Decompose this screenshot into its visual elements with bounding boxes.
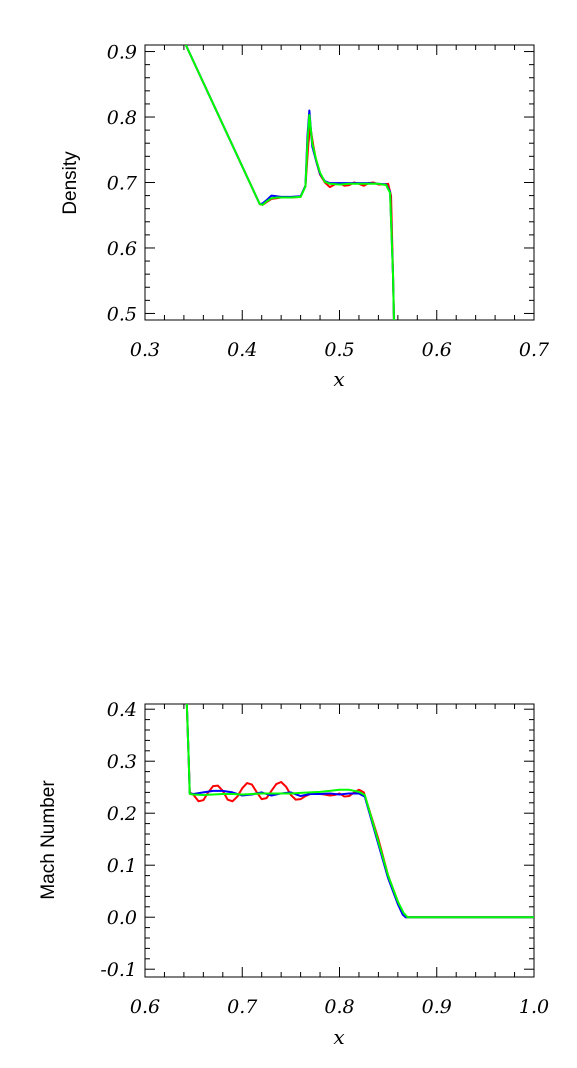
density-x-tick-label: 0.5 — [324, 339, 354, 361]
density-x-tick-label: 0.7 — [519, 339, 550, 361]
mach-series-blue-line — [185, 704, 534, 919]
density-x-tick-label: 0.6 — [422, 339, 452, 361]
mach-plot-frame — [144, 703, 535, 978]
mach-x-axis-title: x — [333, 1025, 344, 1049]
mach-series-group — [185, 704, 534, 919]
density-y-tick-label: 0.6 — [107, 238, 137, 260]
mach-series-green-line — [185, 704, 534, 919]
density-y-tick-label: 0.7 — [107, 173, 138, 195]
mach-x-tick-label: 0.7 — [227, 996, 258, 1018]
mach-y-tick-label: 0.4 — [107, 699, 137, 721]
mach-y-tick-label: -0.1 — [100, 959, 137, 981]
mach-x-tick-label: 0.9 — [422, 996, 452, 1018]
density-series-green-line — [184, 45, 395, 320]
density-series-group — [184, 45, 395, 320]
mach-y-tick-label: 0.1 — [107, 855, 137, 877]
density-y-axis-title: Density — [60, 151, 81, 215]
density-x-axis-title: x — [333, 367, 344, 391]
mach-x-tick-label: 1.0 — [519, 996, 549, 1018]
density-x-tick-label: 0.4 — [227, 339, 257, 361]
density-y-tick-label: 0.9 — [107, 42, 137, 64]
mach-y-tick-label: 0.3 — [107, 751, 137, 773]
mach-x-tick-label: 0.8 — [324, 996, 354, 1018]
mach-y-tick-label: 0.2 — [107, 803, 137, 825]
mach-y-tick-label: 0.0 — [107, 907, 137, 929]
density-y-tick-label: 0.5 — [107, 303, 137, 325]
mach-y-axis-title: Mach Number — [38, 780, 59, 900]
mach-number-chart: Mach Number x 0.6 0.7 0.8 0.9 1.0 -0.1 0.0 0.1 0… — [38, 699, 549, 1049]
density-x-tick-label: 0.3 — [130, 339, 160, 361]
density-chart: Density x 0.3 0.4 0.5 0.6 0.7 0.5 0.6 0.7 0.8 0.9 — [60, 42, 550, 391]
mach-x-tick-label: 0.6 — [130, 996, 160, 1018]
density-y-tick-label: 0.8 — [107, 107, 137, 129]
density-series-blue-line — [184, 45, 395, 320]
mach-series-red-line — [185, 704, 534, 919]
